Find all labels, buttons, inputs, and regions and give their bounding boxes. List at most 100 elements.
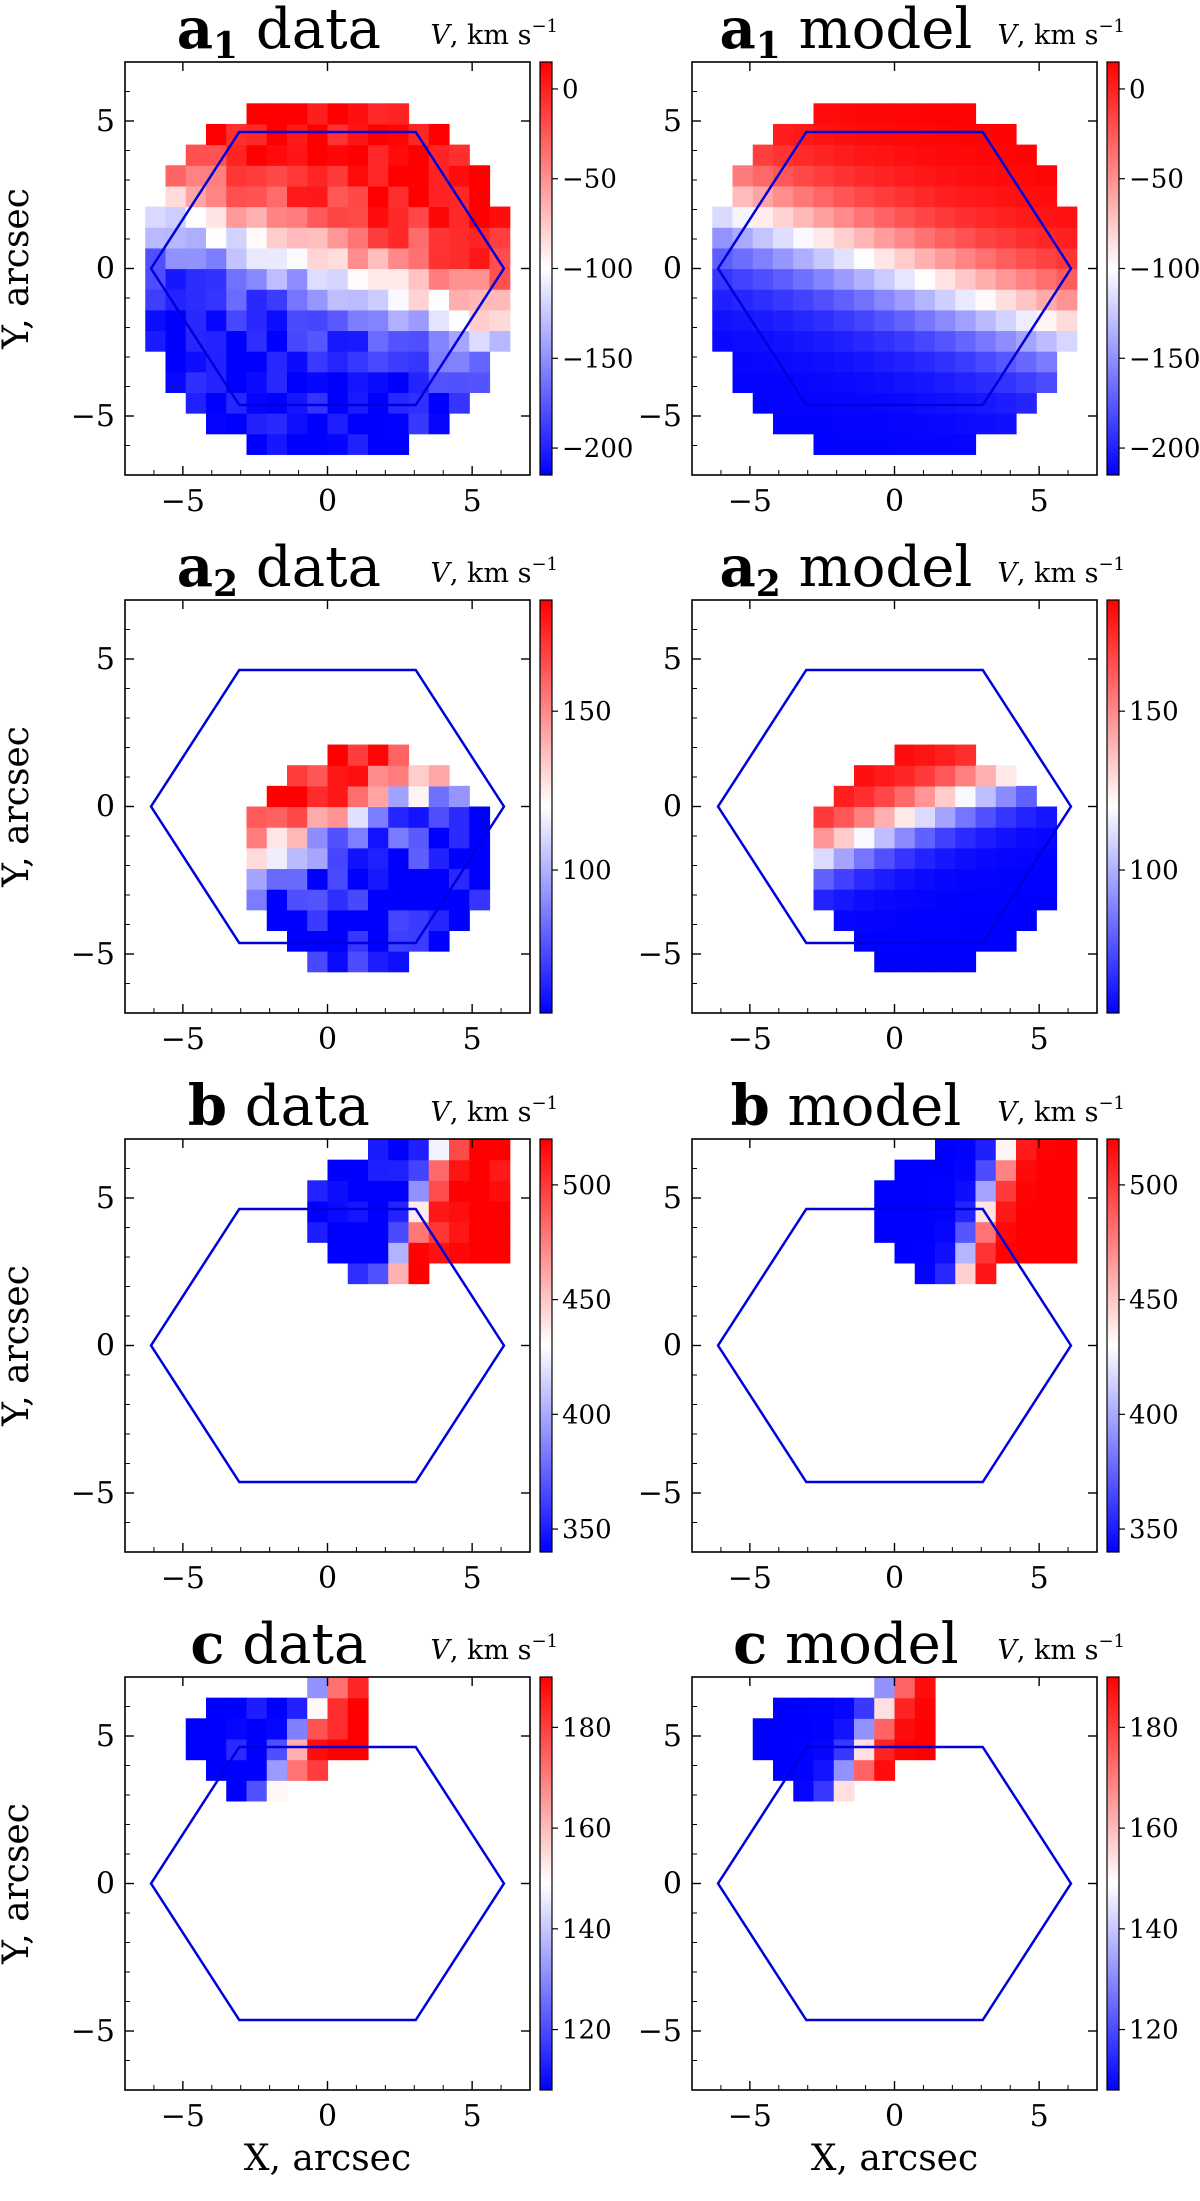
y-tick-label: 0 [663,252,682,287]
heatmap-cell [894,123,916,146]
heatmap-cell [266,433,288,455]
heatmap-cell [327,827,349,849]
heatmap-cell [145,206,167,228]
heatmap-cell [469,868,491,890]
heatmap-cell [266,144,288,166]
heatmap-cell [388,785,410,808]
heatmap-cell [1016,289,1037,311]
heatmap-cell [793,330,815,352]
colorbar-tick-label: −150 [562,344,633,374]
heatmap-cell [206,392,227,414]
heatmap-cell [347,1718,369,1740]
heatmap-cell [813,392,835,414]
heatmap-cell [388,392,410,414]
panel-kind: data [238,535,381,600]
heatmap-cell [874,144,896,166]
colorbar-tick-label: 500 [562,1171,612,1201]
panel-a2-model: −5 0 5 5 0 −5 a2 model V, km s−1 150 100 [638,534,1179,1057]
heatmap-cell [246,1780,268,1802]
heatmap-cell [914,123,936,146]
x-tick-label: −5 [728,1022,772,1057]
x-tick-label: 5 [1030,1022,1049,1057]
x-tick-label: 5 [463,484,482,519]
heatmap-cell [854,289,875,311]
heatmap-cell [1056,1139,1078,1161]
heatmap-cell [368,951,389,973]
heatmap-cell [246,103,268,125]
heatmap-cell [793,413,815,435]
heatmap-cell [368,144,389,166]
heatmap-cell [1016,165,1037,187]
heatmap-cell [955,785,977,808]
heatmap-cell [449,351,470,373]
heatmap-cell [995,868,1017,890]
heatmap-cell [347,165,369,187]
heatmap-cell [813,309,835,332]
colorbar-unit-exponent: −1 [1098,1093,1125,1114]
heatmap-cell [368,847,389,870]
heatmap-cell [914,330,936,352]
heatmap-cell [428,309,450,332]
heatmap-cell [428,765,450,787]
heatmap-cell [955,1180,977,1202]
heatmap-cell [388,268,410,290]
colorbar-tick-label: −50 [1129,165,1184,195]
y-tick-label: −5 [71,1476,115,1511]
heatmap-cell [874,1180,896,1202]
heatmap-cell [1036,247,1058,270]
heatmap-cell [894,206,916,228]
heatmap-cell [469,1221,491,1243]
heatmap-cell [854,889,875,911]
field-of-view-hexagon [716,1745,1073,2022]
heatmap-cell [489,330,511,352]
colorbar-unit-exponent: −1 [531,16,558,37]
heatmap-cell [833,371,855,393]
heatmap-cell [833,889,855,911]
heatmap-cell [266,227,288,249]
heatmap-cell [955,392,977,414]
colorbar-unit: V, km s−1 [997,1631,1125,1666]
heatmap-cell [894,371,916,393]
heatmap-cell [955,1262,977,1285]
heatmap-cell [894,165,916,187]
heatmap-cell [266,847,288,870]
heatmap-cell [408,1159,430,1181]
heatmap-cell [287,392,308,414]
heatmap-cell [165,165,187,187]
colorbar-tick-label: −100 [562,255,633,285]
heatmap-cell [368,330,389,352]
heatmap-cell [307,889,329,911]
heatmap-cell [914,1221,936,1243]
field-of-view-hexagon [716,668,1073,945]
heatmap-cell [1036,268,1058,290]
heatmap-cell [854,847,875,870]
heatmap-cell [935,1159,956,1181]
heatmap-cells [752,1677,936,1802]
heatmap-cell [307,392,329,414]
heatmap-cell [894,847,916,870]
heatmap-cell [975,1242,997,1264]
heatmap-cells [874,1139,1078,1285]
heatmap-cell [914,785,936,808]
colorbar-quantity: V [997,1635,1019,1666]
heatmap-cell [995,765,1017,787]
heatmap-cell [246,268,268,290]
heatmap-cell [914,1159,936,1181]
heatmap-cell [773,227,794,249]
heatmap-cell [489,1200,511,1223]
heatmap-cell [935,330,956,352]
heatmap-cell [327,185,349,208]
colorbar-tick-label: −50 [562,165,617,195]
heatmap-cell [266,351,288,373]
heatmap-cell [712,206,734,228]
heatmap-cell [307,123,329,146]
heatmap-cell [732,289,754,311]
heatmap-cell [894,1697,916,1719]
heatmap-cell [975,1180,997,1202]
heatmap-cell [914,827,936,849]
heatmap-cell [1056,1221,1078,1243]
heatmap-cell [874,1677,896,1699]
heatmap-cell [955,827,977,849]
heatmap-cell [226,227,248,249]
